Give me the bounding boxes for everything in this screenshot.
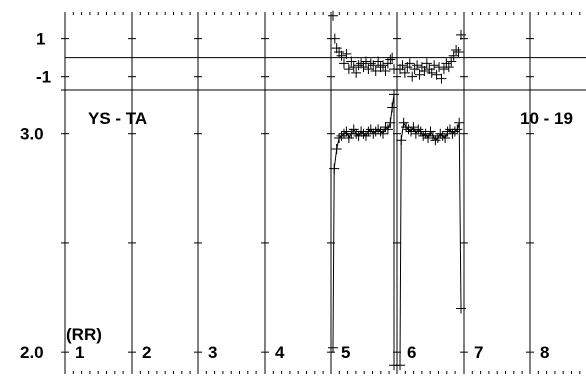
top-marker-column-6 [456,29,466,40]
top-marker-column-6 [453,46,464,57]
top-marker-column-6 [421,58,432,69]
top-marker-column-6 [407,71,418,82]
column-label-7: 7 [474,343,483,362]
main-marker-column-6 [447,128,458,139]
main-panel-label-left: YS - TA [88,109,147,128]
top-marker-column-5 [348,62,359,73]
main-marker-column-5 [360,130,371,141]
main-marker-column-6 [452,124,463,135]
top-marker-column-6 [446,56,457,67]
top-marker-column-5 [336,50,347,61]
top-marker-column-6 [436,73,447,84]
top-marker-column-6 [434,62,445,73]
main-marker-column-5 [389,89,399,100]
main-marker-column-6 [425,126,436,137]
main-marker-column-6 [437,130,448,141]
main-marker-column-6 [408,122,419,133]
main-marker-column-5 [334,133,345,144]
main-panel-ylabel: (RR) [66,325,102,344]
main-marker-column-5 [329,163,340,174]
main-ytick-label: 2.0 [20,343,44,362]
main-ytick-label: 3.0 [20,125,44,144]
top-marker-column-6 [404,58,415,69]
top-marker-column-5 [358,62,369,73]
top-marker-column-5 [385,54,396,65]
main-marker-column-5 [382,124,393,135]
chart-axes [61,12,586,374]
top-marker-column-5 [338,58,349,69]
main-marker-column-6 [456,303,466,314]
column-label-6: 6 [407,343,416,362]
top-marker-column-6 [451,45,462,56]
top-marker-column-5 [365,58,376,69]
main-marker-column-6 [405,126,416,137]
top-marker-column-6 [426,67,437,78]
column-label-1: 1 [75,343,84,362]
main-marker-column-5 [373,124,384,135]
main-marker-column-6 [435,128,446,139]
main-marker-column-5 [368,128,379,139]
top-marker-column-5 [378,60,389,71]
main-marker-column-5 [387,102,398,113]
column-label-2: 2 [142,343,151,362]
main-marker-column-6 [440,133,451,144]
top-marker-column-5 [360,56,371,67]
main-marker-column-6 [430,135,441,146]
top-marker-column-5 [387,52,398,63]
main-marker-column-5 [380,122,391,133]
main-marker-column-5 [331,143,342,154]
main-marker-column-6 [423,133,434,144]
top-marker-column-5 [353,60,364,71]
top-marker-column-6 [443,62,454,73]
main-marker-column-6 [418,130,429,141]
main-marker-column-6 [396,135,407,146]
main-marker-column-5 [343,133,354,144]
chart-labels: 1 -1 3.0 2.0 1 2 3 4 5 6 7 8 [20,30,549,363]
top-marker-column-6 [429,60,440,71]
main-marker-column-5 [378,128,389,139]
main-marker-column-6 [395,360,405,371]
top-ytick-label: -1 [36,68,51,87]
main-marker-column-6 [420,128,431,139]
main-marker-column-5 [336,130,347,141]
main-marker-column-6 [415,126,426,137]
main-marker-column-6 [403,124,414,135]
main-marker-column-6 [427,130,438,141]
top-marker-column-5 [351,67,362,78]
column-label-8: 8 [540,343,549,362]
column-label-5: 5 [341,343,350,362]
main-marker-column-5 [348,124,359,135]
top-marker-column-6 [397,60,408,71]
main-marker-column-5 [385,117,396,128]
top-marker-column-5 [343,64,354,75]
trace-column-5 [332,94,395,366]
top-marker-column-6 [419,65,430,76]
top-marker-column-5 [329,33,340,44]
main-marker-column-6 [449,126,460,137]
top-marker-column-5 [341,48,352,59]
main-marker-column-6 [410,128,421,139]
top-marker-column-6 [438,64,449,75]
top-marker-column-6 [399,67,410,78]
column-label-3: 3 [208,343,217,362]
column-label-4: 4 [275,343,285,362]
top-marker-column-6 [412,60,423,71]
trace-column-6 [399,121,462,366]
main-marker-column-5 [341,126,352,137]
top-marker-column-5 [328,10,338,21]
chart-plot-area [328,10,466,371]
main-marker-column-6 [454,117,465,128]
top-marker-column-5 [346,56,357,67]
main-marker-column-6 [398,117,409,128]
top-ytick-label: 1 [36,30,45,49]
main-marker-column-5 [375,126,386,137]
main-marker-column-5 [358,128,369,139]
top-marker-column-5 [380,65,391,76]
main-marker-column-6 [413,124,424,135]
main-marker-column-5 [328,342,338,353]
main-panel-label-right: 10 - 19 [520,109,573,128]
